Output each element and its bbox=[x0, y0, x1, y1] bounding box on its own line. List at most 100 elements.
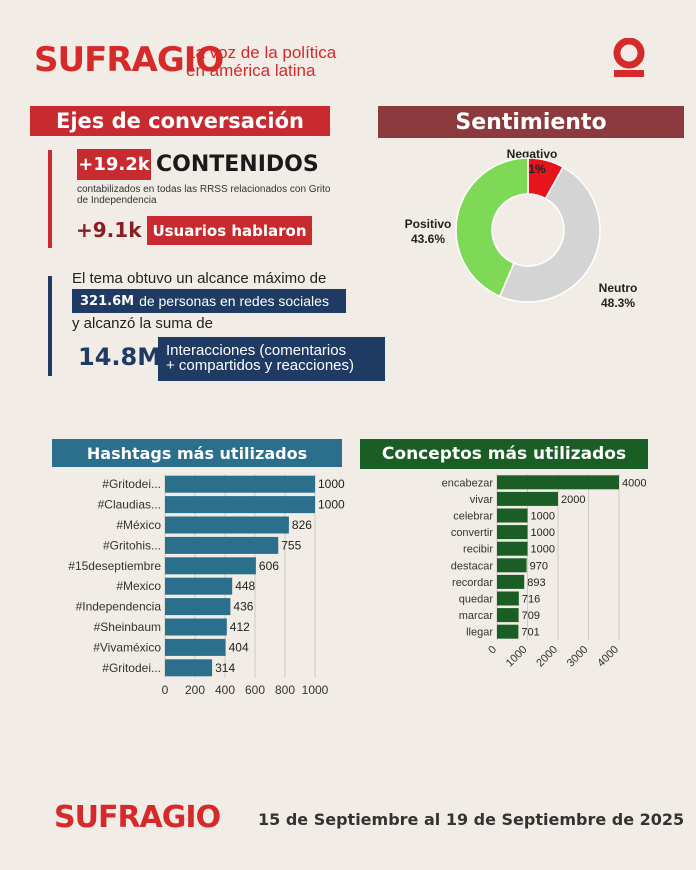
category-label: #Vivaméxico bbox=[93, 640, 161, 654]
value-label: 755 bbox=[281, 538, 301, 552]
category-label: encabezar bbox=[442, 477, 494, 489]
tagline-line-1: La voz de la política bbox=[186, 43, 337, 62]
category-label: #Gritodei... bbox=[102, 661, 161, 675]
value-label: 970 bbox=[530, 560, 548, 572]
value-label: 1000 bbox=[531, 511, 555, 523]
category-label: marcar bbox=[459, 610, 494, 622]
value-label: 1000 bbox=[531, 527, 555, 539]
donut-value-positivo: 43.6% bbox=[411, 232, 445, 246]
bar bbox=[165, 536, 279, 554]
value-label: 314 bbox=[215, 661, 235, 675]
hashtags-title: Hashtags más utilizados bbox=[52, 439, 342, 467]
bar bbox=[165, 557, 256, 575]
category-label: #Claudias... bbox=[98, 498, 161, 512]
footer-date-range: 15 de Septiembre al 19 de Septiembre de … bbox=[258, 810, 685, 829]
ejes-divider-navy bbox=[48, 276, 52, 376]
tick-label: 800 bbox=[275, 683, 295, 697]
donut-label-positivo: Positivo bbox=[405, 217, 452, 231]
category-label: #México bbox=[116, 518, 161, 532]
header-tagline: La voz de la política en américa latina bbox=[186, 44, 336, 80]
tick-label: 2000 bbox=[534, 644, 560, 670]
value-label: 404 bbox=[229, 640, 249, 654]
bar bbox=[497, 574, 525, 589]
tick-label: 0 bbox=[486, 644, 499, 657]
usuarios-value: +9.1k bbox=[76, 218, 142, 242]
value-label: 2000 bbox=[561, 494, 585, 506]
bar bbox=[497, 558, 527, 573]
interacciones-box: Interacciones (comentarios + compartidos… bbox=[158, 337, 385, 381]
ejes-title: Ejes de conversación bbox=[30, 106, 330, 136]
bar bbox=[165, 638, 226, 656]
donut-value-neutro: 48.3% bbox=[601, 296, 635, 310]
conceptos-title: Conceptos más utilizados bbox=[360, 439, 648, 469]
hashtags-bar-chart: #Gritodei... 1000 #Claudias... 1000 #México 8… bbox=[68, 474, 345, 697]
value-label: 606 bbox=[259, 559, 279, 573]
bar bbox=[165, 516, 289, 534]
value-label: 1000 bbox=[318, 498, 345, 512]
conceptos-bar-chart: encabezar 4000 vivar 2000 celebrar 1000 conver… bbox=[442, 474, 646, 670]
bar bbox=[497, 475, 619, 490]
tick-label: 200 bbox=[185, 683, 205, 697]
interacciones-label-1: Interacciones (comentarios bbox=[166, 342, 347, 359]
donut-label-neutro: Neutro bbox=[599, 281, 638, 295]
value-label: 436 bbox=[233, 600, 253, 614]
bar bbox=[497, 591, 519, 606]
contenidos-label: CONTENIDOS bbox=[156, 152, 319, 177]
category-label: #Mexico bbox=[116, 579, 161, 593]
category-label: #15deseptiembre bbox=[68, 559, 161, 573]
value-label: 1000 bbox=[531, 544, 555, 556]
category-label: #Gritohis... bbox=[103, 538, 161, 552]
footer-logo: SUFRAGIO bbox=[54, 800, 221, 835]
sentimiento-title: Sentimiento bbox=[378, 106, 684, 138]
value-label: 4000 bbox=[622, 477, 646, 489]
header-logo: SUFRAGIO bbox=[34, 40, 224, 80]
category-label: recordar bbox=[452, 577, 493, 589]
value-label: 448 bbox=[235, 579, 255, 593]
bar bbox=[497, 608, 519, 623]
category-label: vivar bbox=[470, 494, 494, 506]
bar bbox=[497, 525, 528, 540]
bar bbox=[497, 491, 558, 506]
alcance-text-3: y alcanzó la suma de bbox=[72, 315, 213, 332]
tick-label: 400 bbox=[215, 683, 235, 697]
value-label: 893 bbox=[527, 577, 545, 589]
tick-label: 1000 bbox=[504, 644, 530, 670]
category-label: #Independencia bbox=[76, 600, 162, 614]
category-label: celebrar bbox=[453, 511, 493, 523]
ejes-divider-red bbox=[48, 150, 52, 248]
contenidos-note: contabilizados en todas las RRSS relacio… bbox=[77, 184, 331, 206]
bar bbox=[165, 659, 213, 677]
donut-label-negativo: Negativo bbox=[507, 147, 558, 161]
sufragio-mark-icon bbox=[612, 37, 646, 80]
tagline-line-2: en américa latina bbox=[186, 61, 316, 80]
tick-label: 600 bbox=[245, 683, 265, 697]
interacciones-label-2: + compartidos y reacciones) bbox=[166, 357, 354, 374]
bar bbox=[165, 598, 231, 616]
bar bbox=[165, 577, 233, 595]
category-label: convertir bbox=[451, 527, 494, 539]
tick-label: 1000 bbox=[302, 683, 329, 697]
category-label: #Sheinbaum bbox=[94, 620, 161, 634]
alcance-text-2: de personas en redes sociales bbox=[139, 293, 329, 309]
category-label: quedar bbox=[459, 594, 494, 606]
alcance-text-1: El tema obtuvo un alcance máximo de bbox=[72, 270, 327, 287]
tick-label: 3000 bbox=[565, 644, 591, 670]
bar bbox=[165, 618, 227, 636]
donut-slice-positivo bbox=[455, 157, 529, 298]
alcance-value: 321.6M bbox=[80, 293, 135, 309]
value-label: 701 bbox=[521, 627, 539, 639]
value-label: 826 bbox=[292, 518, 312, 532]
bar bbox=[497, 541, 528, 556]
category-label: #Gritodei... bbox=[102, 477, 161, 491]
bar bbox=[497, 624, 519, 639]
value-label: 709 bbox=[522, 610, 540, 622]
bar bbox=[165, 496, 315, 514]
category-label: llegar bbox=[466, 627, 493, 639]
value-label: 716 bbox=[522, 594, 540, 606]
tick-label: 4000 bbox=[595, 644, 621, 670]
bar bbox=[497, 508, 528, 523]
value-label: 1000 bbox=[318, 477, 345, 491]
tick-label: 0 bbox=[162, 683, 169, 697]
bar bbox=[165, 475, 315, 493]
